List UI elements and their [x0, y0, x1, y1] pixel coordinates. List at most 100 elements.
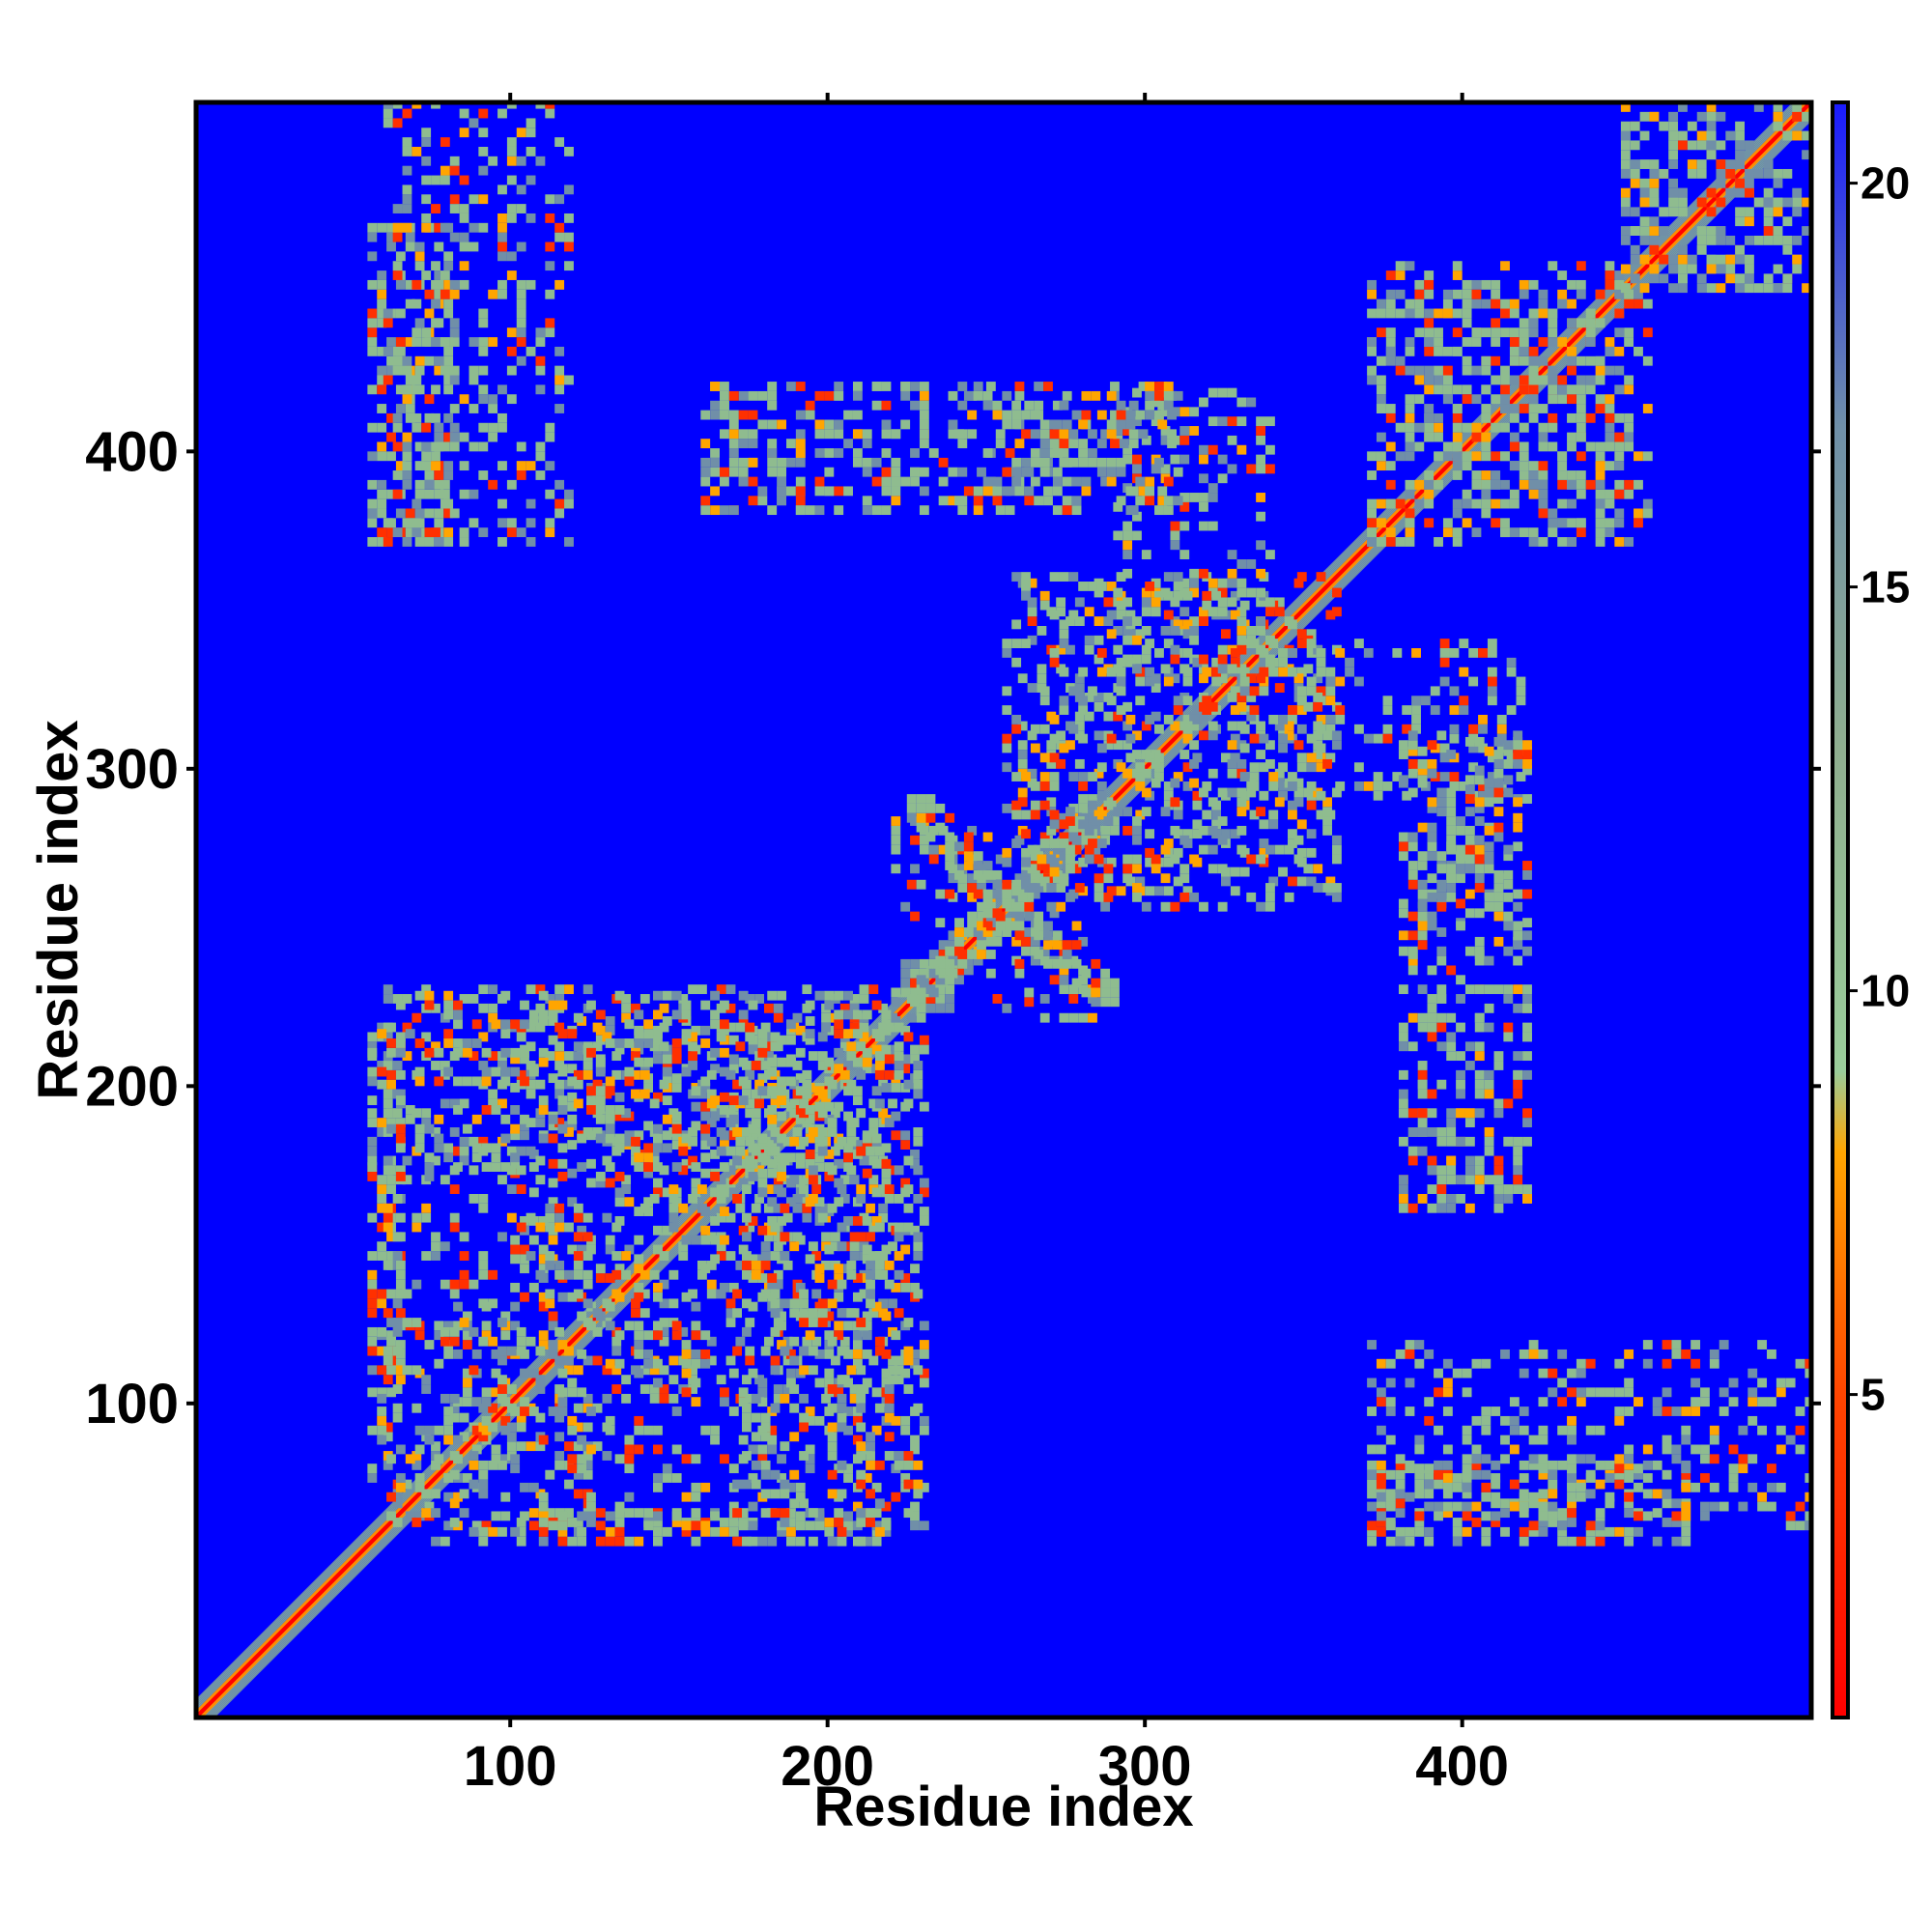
heatmap-cell — [1119, 439, 1129, 449]
heatmap-cell — [957, 864, 968, 874]
heatmap-cell — [1509, 355, 1520, 366]
heatmap-cell — [1084, 711, 1094, 722]
heatmap-cell — [1122, 454, 1133, 465]
heatmap-cell — [1059, 639, 1069, 648]
heatmap-cell — [1182, 696, 1193, 706]
heatmap-cell — [1763, 216, 1774, 227]
heatmap-cell — [1239, 686, 1250, 696]
heatmap-cell — [906, 994, 917, 1004]
heatmap-cell — [1059, 832, 1069, 842]
heatmap-cell — [913, 1251, 923, 1261]
heatmap-cell — [1179, 501, 1190, 512]
heatmap-cell — [1059, 876, 1069, 887]
heatmap-cell — [1678, 207, 1688, 217]
heatmap-cell — [1735, 187, 1746, 198]
heatmap-cell — [1024, 997, 1035, 1008]
heatmap-cell — [592, 1355, 603, 1366]
heatmap-cell — [1792, 111, 1803, 122]
heatmap-cell — [520, 1130, 529, 1141]
heatmap-cell — [834, 1387, 844, 1398]
heatmap-cell — [1668, 264, 1679, 274]
heatmap-cell — [577, 1526, 587, 1537]
heatmap-cell — [751, 1108, 761, 1119]
heatmap-cell — [1173, 847, 1183, 858]
heatmap-cell — [605, 1321, 615, 1331]
heatmap-cell — [1103, 816, 1114, 826]
heatmap-cell — [1405, 1526, 1415, 1537]
heatmap-cell — [367, 1066, 378, 1077]
heatmap-cell — [414, 537, 425, 547]
heatmap-cell — [367, 1172, 378, 1181]
heatmap-cell — [1068, 822, 1079, 833]
heatmap-cell — [1585, 375, 1596, 385]
heatmap-cell — [481, 1520, 492, 1531]
heatmap-cell — [982, 936, 993, 947]
heatmap-cell — [1002, 705, 1012, 715]
heatmap-cell — [548, 1114, 558, 1124]
heatmap-cell — [639, 1365, 650, 1376]
heatmap-cell — [1417, 861, 1428, 870]
heatmap-cell — [700, 457, 711, 468]
heatmap-cell — [367, 1298, 378, 1309]
heatmap-cell — [1113, 807, 1123, 817]
heatmap-cell — [977, 883, 986, 893]
heatmap-cell — [1182, 724, 1193, 734]
heatmap-cell — [1227, 597, 1237, 608]
heatmap-cell — [1367, 451, 1377, 462]
heatmap-cell — [567, 1076, 578, 1087]
heatmap-cell — [891, 825, 901, 836]
heatmap-cell — [935, 984, 946, 995]
heatmap-cell — [919, 1101, 929, 1112]
heatmap-cell — [538, 1518, 549, 1527]
heatmap-cell — [424, 537, 435, 547]
heatmap-cell — [846, 1308, 857, 1319]
heatmap-cell — [1189, 740, 1200, 751]
heatmap-cell — [611, 1346, 622, 1356]
heatmap-cell — [862, 1473, 872, 1483]
heatmap-cell — [751, 1269, 761, 1280]
heatmap-cell — [469, 1136, 479, 1147]
heatmap-cell — [383, 1203, 393, 1213]
heatmap-cell — [535, 1441, 546, 1452]
heatmap-cell — [837, 1136, 847, 1147]
heatmap-cell — [1157, 400, 1168, 411]
heatmap-cell — [383, 994, 393, 1004]
heatmap-cell — [871, 1301, 882, 1312]
heatmap-cell — [1113, 426, 1123, 436]
heatmap-cell — [383, 1375, 393, 1385]
heatmap-cell — [491, 1368, 501, 1378]
heatmap-cell — [754, 994, 764, 1004]
heatmap-cell — [1624, 337, 1634, 347]
heatmap-cell — [878, 1108, 889, 1119]
heatmap-cell — [1217, 901, 1228, 912]
heatmap-cell — [659, 1393, 669, 1404]
heatmap-cell — [1056, 597, 1066, 608]
heatmap-cell — [491, 1444, 501, 1455]
heatmap-cell — [777, 1035, 786, 1045]
heatmap-cell — [681, 1526, 692, 1537]
heatmap-cell — [367, 1032, 378, 1042]
heatmap-cell — [1170, 654, 1180, 665]
heatmap-cell — [1046, 883, 1057, 893]
heatmap-cell — [1221, 829, 1231, 839]
heatmap-cell — [567, 1463, 578, 1474]
heatmap-cell — [957, 505, 968, 516]
heatmap-cell — [1385, 346, 1396, 356]
heatmap-cell — [830, 1108, 840, 1119]
heatmap-cell — [789, 1298, 800, 1309]
heatmap-cell — [948, 467, 958, 477]
heatmap-cell — [1392, 647, 1403, 658]
heatmap-cell — [745, 1069, 755, 1080]
heatmap-cell — [1189, 493, 1200, 502]
heatmap-cell — [710, 467, 721, 477]
heatmap-cell — [770, 1469, 781, 1480]
heatmap-cell — [1585, 441, 1596, 452]
heatmap-cell — [367, 1425, 378, 1435]
heatmap-cell — [881, 1378, 892, 1388]
heatmap-cell — [1074, 883, 1085, 893]
heatmap-cell — [1081, 968, 1092, 979]
heatmap-cell — [1434, 337, 1443, 347]
heatmap-cell — [631, 1308, 640, 1319]
heatmap-cell — [1049, 819, 1060, 830]
heatmap-cell — [611, 1365, 622, 1376]
